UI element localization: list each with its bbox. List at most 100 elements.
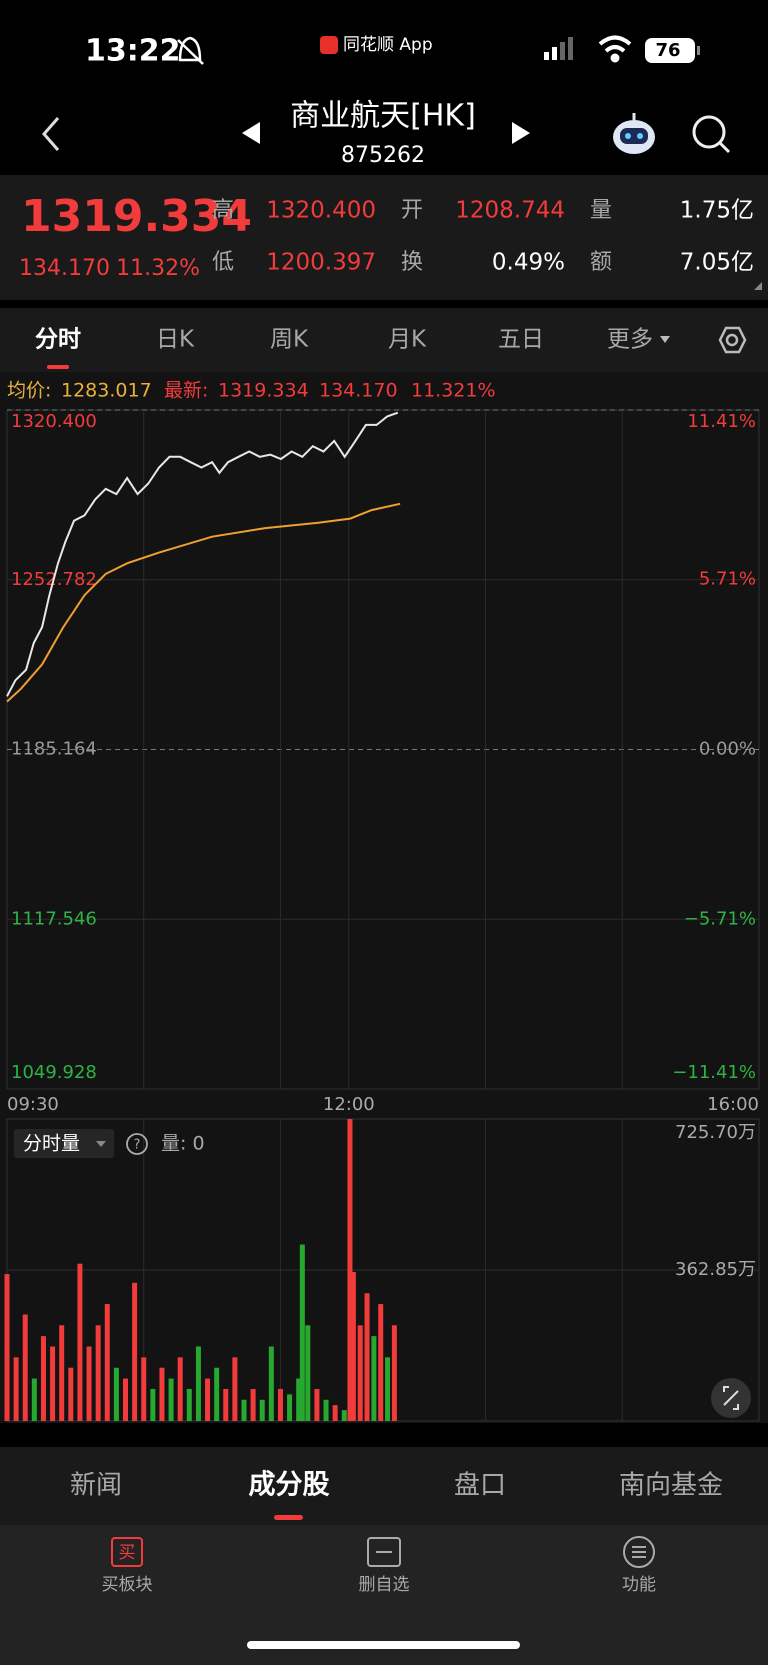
- volume-bar: [132, 1282, 138, 1421]
- volume-bar: [168, 1378, 174, 1421]
- volume-bar: [277, 1388, 283, 1421]
- latest-label: 最新:: [164, 380, 208, 402]
- volume-bar: [314, 1388, 320, 1421]
- tab-indicator: [47, 365, 69, 369]
- expand-corner: [754, 282, 762, 290]
- buy-icon[interactable]: [111, 1537, 143, 1567]
- fullscreen-button[interactable]: [711, 1378, 751, 1418]
- functions-icon-lines: [632, 1546, 646, 1558]
- volume-bar: [223, 1388, 229, 1421]
- y-tick-label: 1049.928: [11, 1062, 97, 1083]
- volume-bar: [159, 1367, 165, 1421]
- info-tab-indicator: [274, 1515, 303, 1520]
- help-mark: ?: [134, 1138, 141, 1153]
- x-tick-label: 09:30: [7, 1094, 59, 1115]
- help-icon[interactable]: [126, 1133, 148, 1155]
- volume-selector-label: 分时量: [23, 1133, 80, 1155]
- volume-bar: [68, 1367, 74, 1421]
- volume-value: 1.75亿: [680, 198, 754, 224]
- next-stock-button[interactable]: [512, 122, 530, 144]
- latest-change: 134.170: [319, 380, 398, 402]
- y-tick-label: 725.70万: [675, 1122, 756, 1143]
- price-line: [6, 411, 399, 697]
- status-time: 13:22: [85, 34, 181, 69]
- stock-title: 商业航天[HK]: [290, 99, 476, 134]
- plots: 1320.4001252.7821185.1641117.5461049.928…: [4, 409, 759, 1421]
- volume-bar: [31, 1378, 37, 1421]
- stock-code: 875262: [341, 143, 425, 168]
- y-tick-label: 1185.164: [11, 739, 97, 760]
- y2-tick-label: 0.00%: [699, 739, 756, 760]
- y2-tick-label: 5.71%: [699, 569, 756, 590]
- info-tabs: [0, 1447, 768, 1525]
- high-value: 1320.400: [266, 198, 376, 224]
- period-tabs: [0, 308, 768, 372]
- open-value: 1208.744: [455, 198, 565, 224]
- volume-label: 量: [590, 198, 612, 223]
- remove-icon[interactable]: [367, 1537, 401, 1567]
- y2-tick-label: 11.41%: [687, 411, 756, 432]
- volume-bar: [347, 1119, 353, 1421]
- prev-stock-button[interactable]: [242, 122, 260, 144]
- open-label: 开: [401, 198, 423, 223]
- volume-bar: [195, 1346, 201, 1421]
- buy-label[interactable]: 买板块: [102, 1575, 153, 1595]
- volume-bar: [268, 1346, 274, 1421]
- tab-news[interactable]: 新闻: [70, 1471, 122, 1501]
- signal-icon: [544, 37, 573, 60]
- chart-area: [0, 372, 768, 1423]
- tab-order-book[interactable]: 盘口: [454, 1471, 506, 1501]
- tab-daily[interactable]: 日K: [156, 327, 195, 353]
- volume-bar: [350, 1272, 356, 1421]
- last-price: 1319.334: [21, 191, 252, 242]
- volume-bar: [391, 1325, 397, 1421]
- remove-label[interactable]: 删自选: [359, 1575, 410, 1595]
- volume-bar: [205, 1378, 211, 1421]
- volume-selector[interactable]: [14, 1129, 114, 1158]
- volume-bar: [40, 1336, 46, 1421]
- volume-bar: [305, 1325, 311, 1421]
- y-tick-label: 1117.546: [11, 908, 97, 929]
- tab-constituents[interactable]: 成分股: [249, 1470, 330, 1501]
- mute-icon: [177, 36, 204, 65]
- volume-bar: [4, 1274, 10, 1421]
- tab-monthly[interactable]: 月K: [388, 327, 427, 353]
- latest-value: 1319.334: [218, 380, 309, 402]
- volume-bar: [299, 1244, 305, 1421]
- tab-five-day[interactable]: 五日: [498, 327, 544, 353]
- volume-reading: 量: 0: [161, 1133, 205, 1155]
- settings-button[interactable]: [718, 326, 747, 354]
- volume-bar: [13, 1357, 19, 1421]
- volume-bar: [341, 1410, 347, 1421]
- price-change: 134.170: [19, 256, 110, 281]
- functions-label[interactable]: 功能: [622, 1575, 656, 1595]
- tab-more[interactable]: 更多: [607, 327, 653, 353]
- assistant-button[interactable]: [613, 113, 655, 154]
- volume-bar: [214, 1367, 220, 1421]
- tab-intraday[interactable]: 分时: [35, 327, 81, 353]
- status-app: 同花顺 App: [343, 35, 433, 55]
- search-button[interactable]: [692, 115, 731, 154]
- more-caret: [660, 336, 670, 343]
- y2-tick-label: −5.71%: [684, 908, 756, 929]
- volume-bar: [59, 1325, 65, 1421]
- volume-bar: [287, 1394, 293, 1421]
- turnover-label: 换: [401, 250, 423, 275]
- battery-level: 76: [655, 40, 680, 61]
- volume-bar: [296, 1378, 302, 1421]
- y-tick-label: 362.85万: [675, 1259, 756, 1280]
- low-label: 低: [212, 250, 234, 275]
- functions-icon[interactable]: [623, 1536, 655, 1568]
- tab-weekly[interactable]: 周K: [270, 327, 309, 353]
- tab-southbound[interactable]: 南向基金: [619, 1471, 723, 1501]
- volume-bar: [357, 1325, 363, 1421]
- volume-bar: [141, 1357, 147, 1421]
- turnover-value: 0.49%: [492, 250, 565, 276]
- app-icon: [320, 36, 338, 54]
- volume-bar: [332, 1405, 338, 1421]
- home-indicator: [247, 1641, 520, 1649]
- back-button[interactable]: [42, 117, 60, 151]
- price-change-pct: 11.32%: [116, 256, 200, 281]
